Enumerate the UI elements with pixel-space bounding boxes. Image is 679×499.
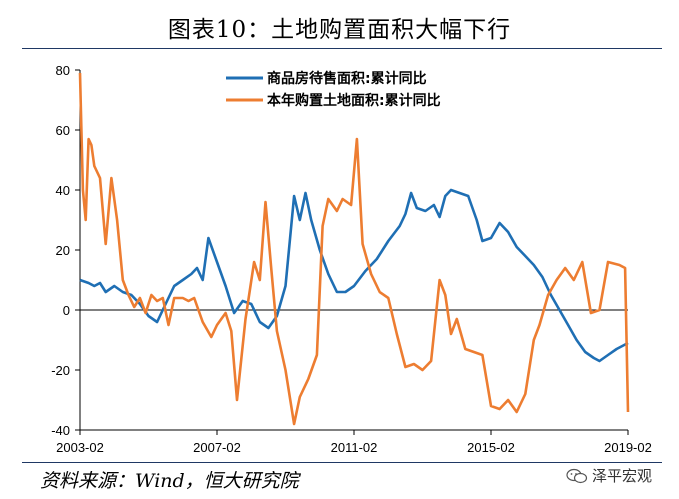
y-tick-label: -40 (51, 423, 70, 438)
y-tick-label: 20 (56, 243, 70, 258)
y-tick-label: -20 (51, 363, 70, 378)
footer-divider (22, 462, 662, 463)
x-tick-label: 2011-02 (331, 440, 378, 455)
y-tick-label: 40 (56, 183, 70, 198)
y-tick-label: 60 (56, 123, 70, 138)
wechat-icon (566, 468, 588, 484)
x-tick-label: 2015-02 (467, 440, 515, 455)
series-line-2 (78, 72, 630, 426)
title-divider (22, 48, 662, 49)
series-line-1 (79, 188, 629, 363)
chart-axes: -40 -20 0 20 40 60 80 2003-02 2007-02 2011-02 2015… (51, 63, 652, 455)
x-tick-label: 2019-02 (604, 440, 652, 455)
y-tick-label: 0 (63, 303, 70, 318)
legend-label-2: 本年购置土地面积:累计同比 (267, 92, 441, 109)
x-tick-label: 2003-02 (56, 440, 104, 455)
chart-title: 图表10：土地购置面积大幅下行 (167, 17, 512, 43)
watermark-text: 泽平宏观 (592, 467, 653, 485)
watermark: 泽平宏观 (566, 465, 652, 486)
legend-label-1: 商品房待售面积:累计同比 (267, 70, 427, 87)
source-note: 资料来源：Wind，恒大研究院 (40, 470, 299, 492)
series-layer (78, 72, 630, 426)
x-tick-label: 2007-02 (193, 440, 241, 455)
y-tick-label: 80 (56, 63, 70, 78)
